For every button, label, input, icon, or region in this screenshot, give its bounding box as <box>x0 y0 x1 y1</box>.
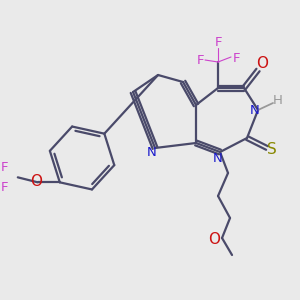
Text: F: F <box>1 181 9 194</box>
Text: F: F <box>1 161 9 174</box>
Text: O: O <box>208 232 220 247</box>
Text: F: F <box>196 53 204 67</box>
Text: F: F <box>214 35 222 49</box>
Text: O: O <box>30 174 42 189</box>
Text: N: N <box>147 146 157 160</box>
Text: H: H <box>273 94 283 106</box>
Text: N: N <box>250 103 260 116</box>
Text: N: N <box>213 152 223 164</box>
Text: O: O <box>256 56 268 70</box>
Text: F: F <box>232 52 240 64</box>
Text: S: S <box>267 142 277 158</box>
